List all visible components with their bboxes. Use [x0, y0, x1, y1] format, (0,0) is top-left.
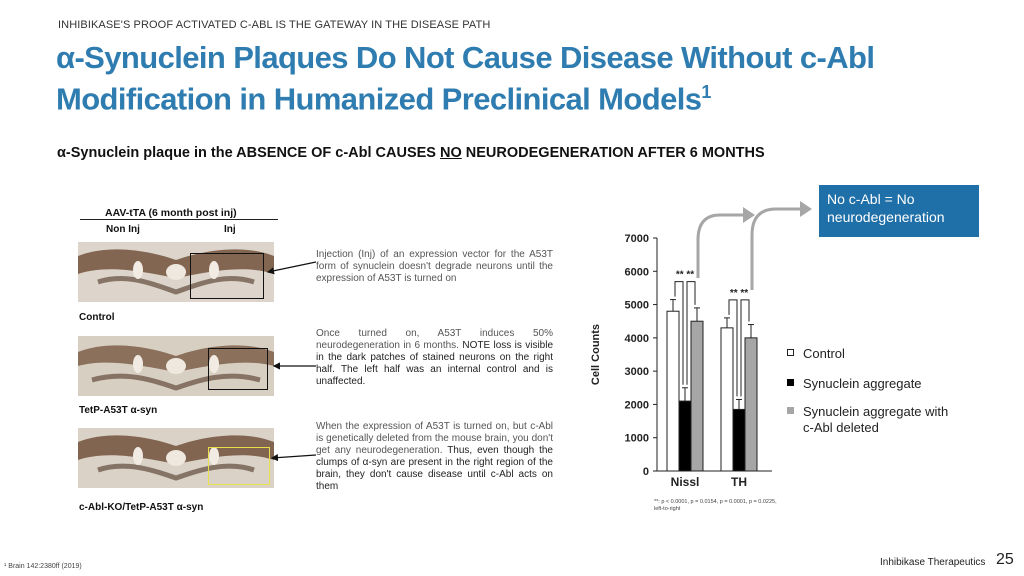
- significance-bracket: [740, 299, 750, 397]
- inj-region-box: [190, 253, 264, 299]
- significance-label: ** **: [730, 288, 748, 299]
- panel-label-tetp-a53t: TetP-A53T α-syn: [79, 405, 158, 416]
- x-tick-label-th: TH: [731, 475, 747, 489]
- note-cabl-deleted-dark: Thus, even though the clumps of α-syn ar…: [316, 445, 553, 492]
- title-footnote-mark: 1: [701, 82, 711, 102]
- callout-arrowhead-nissl: [743, 207, 755, 223]
- bar-th-0: [720, 327, 734, 472]
- column-label-inj: Inj: [224, 224, 236, 235]
- title-line-1: α-Synuclein Plaques Do Not Cause Disease…: [56, 40, 875, 75]
- significance-bracket: [728, 299, 738, 397]
- note-a53t-on: Once turned on, A53T induces 50% neurode…: [316, 328, 553, 388]
- subtitle-emphasis: NO: [440, 145, 462, 161]
- y-tick-label: 0: [643, 466, 649, 478]
- brain-image-cabl-ko: [78, 428, 274, 488]
- brain-section-graphic: [78, 336, 274, 396]
- brand-name: Inhibikase Therapeutics: [880, 557, 986, 568]
- callout-arrowhead-th: [800, 201, 812, 217]
- legend-swatch-synuclein: [787, 379, 794, 386]
- y-tick-label: 5000: [625, 300, 649, 312]
- y-tick-label: 7000: [625, 233, 649, 245]
- callout-no-cabl: No c-Abl = No neurodegeneration: [819, 185, 979, 237]
- y-tick-label: 3000: [625, 366, 649, 378]
- y-axis-title: Cell Counts: [590, 324, 602, 385]
- figure-heading-rule: [80, 219, 278, 220]
- cell-counts-chart: 0 1000 2000 3000 4000 5000 6000 7000 Cell Counts…: [590, 201, 812, 489]
- y-tick-label: 4000: [625, 333, 649, 345]
- x-tick-label-nissl: Nissl: [671, 475, 700, 489]
- legend-label-synuclein: Synuclein aggregate: [803, 376, 922, 391]
- bar-nissl-0: [666, 310, 680, 472]
- arrow-note1: [266, 261, 317, 275]
- legend-item-synuclein: Synuclein aggregate: [787, 376, 922, 391]
- brain-image-tetp-a53t: [78, 336, 274, 396]
- bar-nissl-2: [690, 320, 704, 472]
- note-cabl-deleted-plain: When the expression of A53T is turned on…: [316, 421, 553, 456]
- legend-swatch-control: [787, 349, 794, 356]
- note-cabl-deleted: When the expression of A53T is turned on…: [316, 421, 553, 493]
- note-injection: Injection (Inj) of an expression vector …: [316, 249, 553, 284]
- slide-subtitle: α-Synuclein plaque in the ABSENCE OF c-A…: [57, 145, 765, 161]
- bar-nissl-1: [678, 400, 692, 472]
- significance-bracket: [674, 281, 684, 385]
- inj-region-box: [208, 348, 268, 390]
- bar-th-2: [744, 337, 758, 472]
- legend-label-cabl-deleted-1: Synuclein aggregate with: [803, 404, 949, 419]
- callout-line-1: No c-Abl = No: [827, 191, 915, 207]
- page-number: 25: [996, 551, 1014, 568]
- significance-bracket: [686, 281, 696, 385]
- legend-item-control: Control: [787, 346, 845, 361]
- y-tick-label: 6000: [625, 266, 649, 278]
- bar-th-1: [732, 408, 746, 472]
- slide-title: α-Synuclein Plaques Do Not Cause Disease…: [56, 40, 996, 116]
- panel-label-cabl-ko: c-Abl-KO/TetP-A53T α-syn: [79, 502, 204, 513]
- y-tick-label: 2000: [625, 399, 649, 411]
- figure-heading: AAV-tTA (6 month post inj): [105, 207, 237, 219]
- title-line-2: Modification in Humanized Preclinical Mo…: [56, 81, 702, 117]
- legend-swatch-cabl-deleted: [787, 407, 794, 414]
- subtitle-part-1: α-Synuclein plaque in the ABSENCE OF c-A…: [57, 145, 441, 161]
- pointer-arrows: [266, 261, 317, 462]
- brain-section-graphic: [78, 428, 274, 488]
- legend-label-control: Control: [803, 346, 845, 361]
- y-tick-label: 1000: [625, 433, 649, 445]
- brain-image-control: [78, 242, 274, 302]
- inj-region-box: [208, 447, 270, 485]
- callout-arrow-nissl: [696, 213, 745, 278]
- kicker-text: INHIBIKASE'S PROOF ACTIVATED C-ABL IS TH…: [58, 19, 491, 31]
- callout-line-2: neurodegeneration: [827, 209, 945, 225]
- panel-label-control: Control: [79, 312, 115, 323]
- subtitle-part-2: NEURODEGENERATION AFTER 6 MONTHS: [461, 145, 765, 161]
- stats-footnote: **: p < 0.0001, p = 0.0154, p = 0.0001, …: [654, 499, 777, 512]
- column-label-non-inj: Non Inj: [106, 224, 140, 235]
- arrow-note3: [270, 454, 317, 462]
- reference-footnote: ¹ Brain 142:2380ff (2019): [4, 563, 82, 570]
- brain-section-graphic: [78, 242, 274, 302]
- callout-arrow-th: [750, 207, 802, 290]
- significance-label: ** **: [676, 270, 694, 281]
- note-a53t-on-plain: Once turned on, A53T induces 50% neurode…: [316, 328, 553, 351]
- note-a53t-on-dark: NOTE loss is visible in the dark patches…: [316, 340, 554, 387]
- legend-item-cabl-deleted: Synuclein aggregate with c-Abl deleted: [787, 404, 948, 436]
- legend-label-cabl-deleted-2: c-Abl deleted: [803, 420, 879, 435]
